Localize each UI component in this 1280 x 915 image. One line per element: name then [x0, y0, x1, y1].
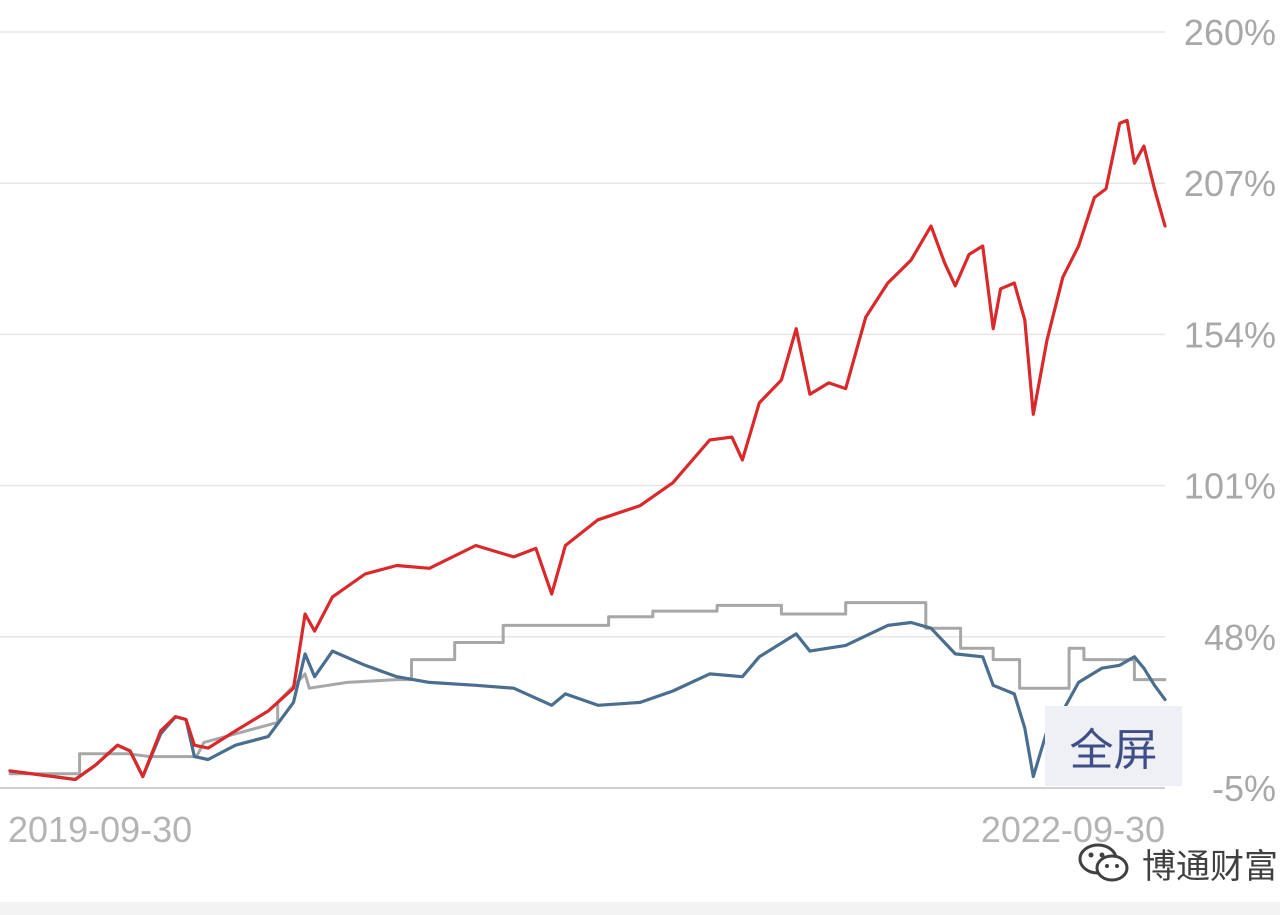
series-line-3: [8, 601, 1167, 776]
y-tick-label: 207%: [1184, 163, 1276, 204]
y-axis-ticks: 260% 207% 154% 101% 48% -5%: [1184, 12, 1276, 809]
y-tick-label: 260%: [1184, 12, 1276, 53]
y-tick-label: 48%: [1204, 617, 1276, 658]
chart-series: [8, 118, 1167, 781]
watermark-text: 博通财富: [1142, 846, 1278, 887]
y-tick-label: 154%: [1184, 314, 1276, 355]
x-tick-label: 2019-09-30: [8, 809, 192, 850]
series-line-1: [8, 118, 1167, 781]
chart-grid: [0, 31, 1165, 789]
bottom-bar: [0, 902, 1280, 915]
x-axis-ticks: 2019-09-30 2022-09-30: [8, 809, 1165, 850]
y-tick-label: 101%: [1184, 466, 1276, 507]
wechat-icon: [1078, 843, 1129, 882]
fullscreen-button[interactable]: 全屏: [1045, 706, 1182, 786]
x-tick-label: 2022-09-30: [981, 809, 1165, 850]
y-tick-label: -5%: [1212, 768, 1276, 809]
watermark: 博通财富: [1076, 838, 1278, 888]
